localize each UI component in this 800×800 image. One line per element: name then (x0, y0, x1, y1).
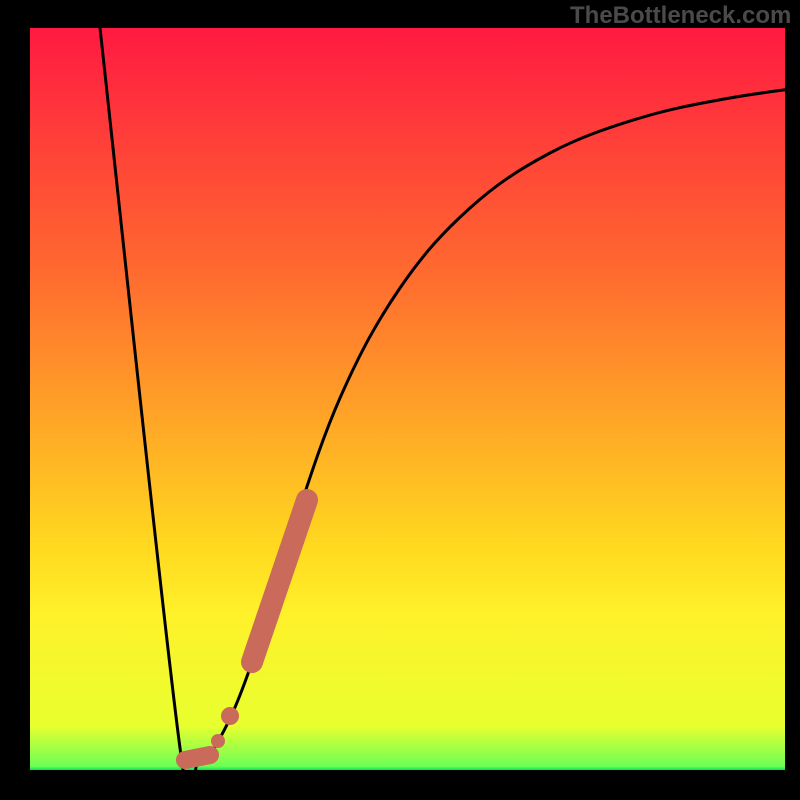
highlight-base (185, 755, 210, 760)
highlight-dot-2 (211, 734, 225, 748)
highlight-dot-1 (221, 707, 239, 725)
bottleneck-line (100, 28, 800, 800)
chart-frame: TheBottleneck.com (0, 0, 800, 800)
highlight-segment (252, 500, 307, 662)
bottleneck-curve (0, 0, 800, 800)
